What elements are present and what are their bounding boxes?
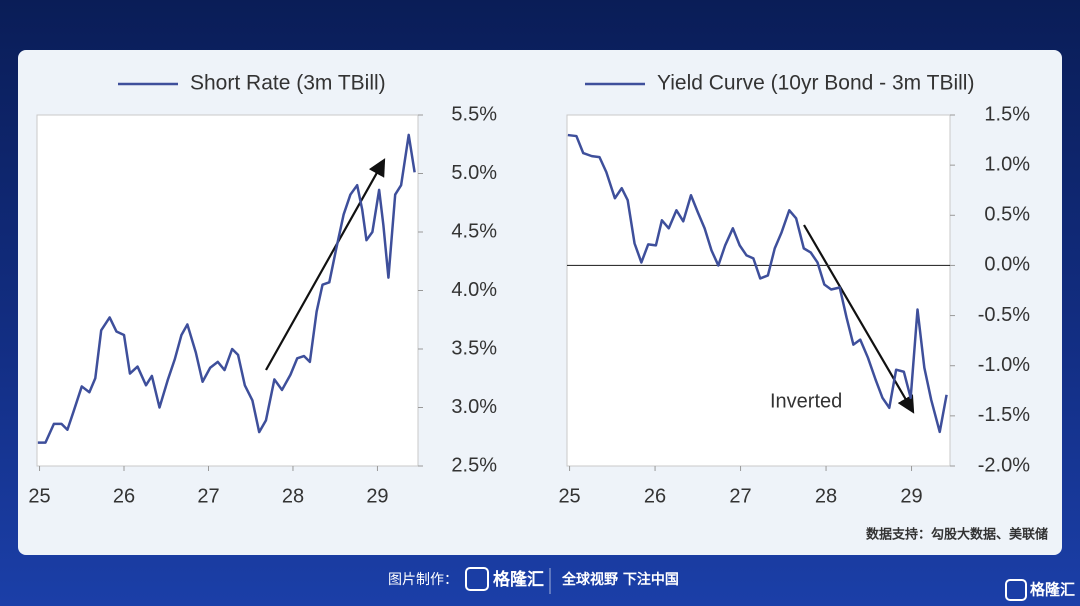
y-tick-label: 0.0% [984,254,1030,276]
logo-icon [1005,579,1027,601]
y-tick-label: 3.5% [451,337,497,359]
y-tick-label: 4.0% [451,279,497,301]
y-tick-label: -0.5% [978,304,1030,326]
x-tick-label: 28 [282,485,304,507]
y-tick-label: -1.5% [978,404,1030,426]
y-tick-label: 4.5% [451,220,497,242]
footer-label: 图片制作： [388,572,458,588]
plot-area [566,114,951,467]
y-tick-label: 2.5% [451,454,497,476]
x-tick-label: 26 [644,485,666,507]
x-tick-label: 25 [558,485,580,507]
y-tick-label: 3.0% [451,396,497,418]
arrow [265,158,386,371]
y-tick-label: 0.5% [984,204,1030,226]
legend-label: Yield Curve (10yr Bond - 3m TBill) [657,72,974,95]
series-line [37,133,416,444]
footer-brand: 格隆汇 [493,569,544,590]
x-tick-label: 25 [28,485,50,507]
x-tick-label: 29 [900,485,922,507]
x-tick-label: 26 [113,485,135,507]
x-tick-label: 27 [197,485,219,507]
y-tick-label: -1.0% [978,354,1030,376]
series-line [567,133,948,434]
y-tick-label: 5.5% [451,103,497,125]
source: 数据支持：勾股大数据、美联储 [866,527,1048,543]
y-tick-label: 5.0% [451,162,497,184]
plot-area [36,114,419,467]
y-tick-label: 1.5% [984,103,1030,125]
legend-label: Short Rate (3m TBill) [190,72,386,95]
corner-brand: 格隆汇 [1030,581,1075,599]
x-tick-label: 27 [729,485,751,507]
x-tick-label: 29 [366,485,388,507]
logo-icon [465,567,489,591]
footer-slogan: 全球视野 下注中国 [561,571,679,588]
annotation: Inverted [770,390,842,412]
y-tick-label: 1.0% [984,153,1030,175]
y-tick-label: -2.0% [978,454,1030,476]
x-tick-label: 28 [815,485,837,507]
